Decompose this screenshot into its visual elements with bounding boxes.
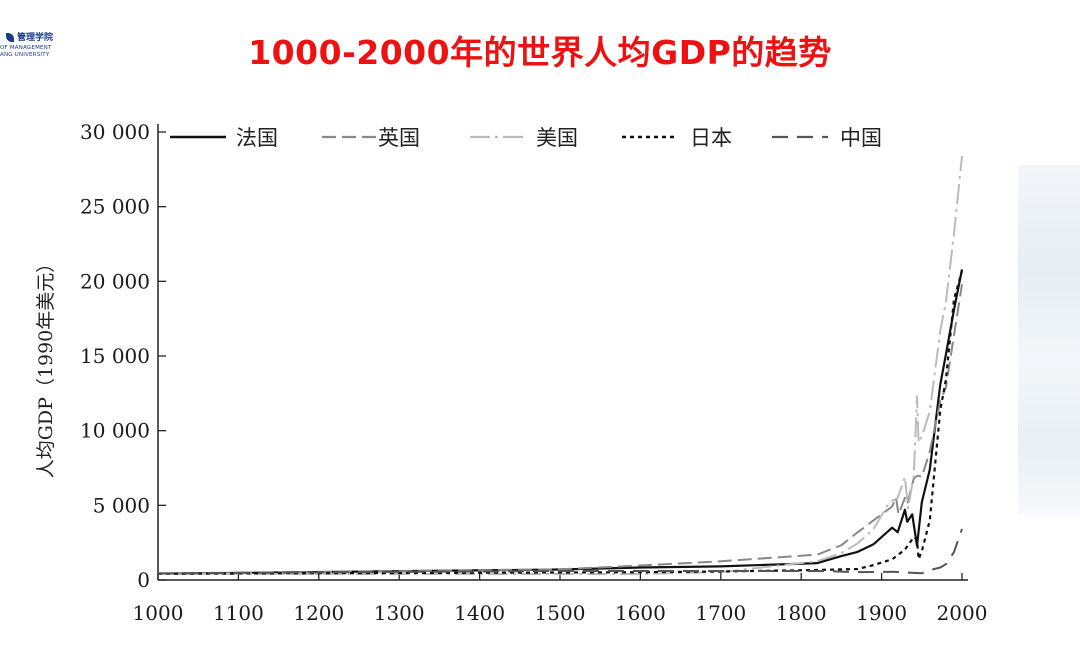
background-mountains (1018, 165, 1080, 515)
legend-label-4: 日本 (690, 126, 732, 150)
y-tick-label: 20 000 (80, 269, 150, 293)
logo-en-line-2: ANG UNIVERSITY (0, 52, 50, 58)
school-logo: 管理学院 OF MANAGEMENT ANG UNIVERSITY (0, 28, 80, 68)
slide-title: 1000-2000年的世界人均GDP的趋势 (248, 33, 832, 72)
series-line-5 (157, 528, 963, 575)
x-tick-label: 1500 (535, 601, 586, 625)
x-tick-label: 1800 (776, 601, 827, 625)
logo-leaf-icon (6, 33, 14, 42)
logo-cn-text: 管理学院 (17, 33, 54, 43)
chart-axes: 0 5 000 10 000 15 000 20 000 25 000 30 000 1000… (80, 120, 987, 625)
x-tick-label: 1300 (374, 601, 425, 625)
logo-en-line-1: OF MANAGEMENT (0, 45, 52, 51)
legend-label-5: 中国 (840, 126, 882, 150)
x-tick-label: 1000 (133, 601, 184, 625)
y-tick-label: 10 000 (80, 419, 150, 443)
y-tick-label: 30 000 (80, 120, 150, 144)
chart-legend: 法国 英国 美国 日本 中国 (170, 126, 882, 150)
x-tick-label: 2000 (937, 601, 988, 625)
y-tick-label: 25 000 (80, 195, 150, 219)
x-tick-label: 1200 (293, 601, 344, 625)
chart-series (157, 155, 964, 575)
x-tick-label: 1600 (615, 601, 666, 625)
legend-label-3: 美国 (536, 126, 578, 150)
x-tick-label: 1400 (454, 601, 505, 625)
series-line-3 (158, 155, 963, 575)
y-axis-label: 人均GDP（1990年美元） (35, 254, 57, 479)
y-tick-label: 5 000 (93, 493, 150, 517)
x-tick-label: 1100 (213, 601, 264, 625)
series-line-2 (157, 284, 963, 575)
x-tick-label: 1700 (695, 601, 746, 625)
y-tick-label: 15 000 (80, 344, 150, 368)
y-tick-label: 0 (137, 568, 150, 592)
x-tick-label: 1900 (856, 601, 907, 625)
legend-label-2: 英国 (378, 126, 420, 150)
series-line-4 (157, 270, 964, 575)
legend-label-1: 法国 (236, 126, 278, 150)
series-line-1 (157, 269, 964, 575)
